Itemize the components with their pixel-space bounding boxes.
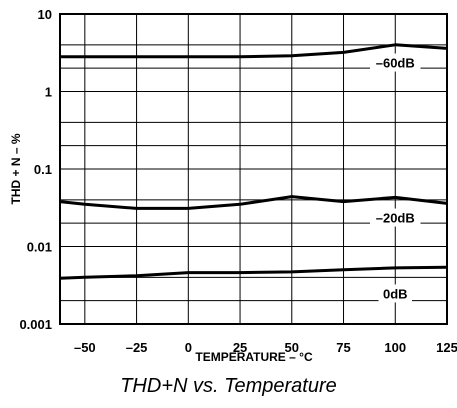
x-tick-label: 0	[185, 340, 192, 355]
y-tick-label: 1	[45, 85, 52, 100]
series-line-0	[60, 43, 448, 59]
series-label-0: –60dB	[376, 56, 415, 71]
x-tick-label: 50	[285, 340, 299, 355]
figure-caption: THD+N vs. Temperature	[120, 375, 337, 397]
y-tick-label: 0.1	[34, 162, 52, 177]
series-label-background	[370, 53, 421, 72]
y-axis-label: THD + N – %	[9, 133, 23, 204]
x-tick-label: –25	[126, 340, 148, 355]
series-label-1: –20dB	[376, 211, 415, 226]
y-tick-labels: 0.001 0.01 0.1 1 10	[19, 7, 52, 332]
x-tick-label: 100	[384, 340, 406, 355]
series-line-2	[59, 265, 448, 280]
series-label-background	[370, 208, 421, 227]
x-tick-label: 125	[436, 340, 457, 355]
y-tick-label: 10	[38, 7, 52, 22]
x-tick-label: 25	[233, 340, 247, 355]
y-tick-label: 0.001	[19, 317, 52, 332]
x-tick-labels: –50 –25 0 25 50 75 100 125	[74, 340, 457, 355]
plot-frame	[59, 13, 448, 325]
y-tick-label: 0.01	[27, 240, 52, 255]
series-label-background	[378, 284, 413, 303]
series-line-1	[59, 195, 448, 210]
x-tick-label: 75	[336, 340, 350, 355]
series-label-2: 0dB	[383, 286, 408, 301]
x-axis-label: TEMPERATURE – °C	[195, 350, 313, 364]
x-tick-label: –50	[74, 340, 96, 355]
series-lines	[59, 43, 448, 280]
series-labels: –60dB –20dB 0dB	[370, 53, 421, 303]
